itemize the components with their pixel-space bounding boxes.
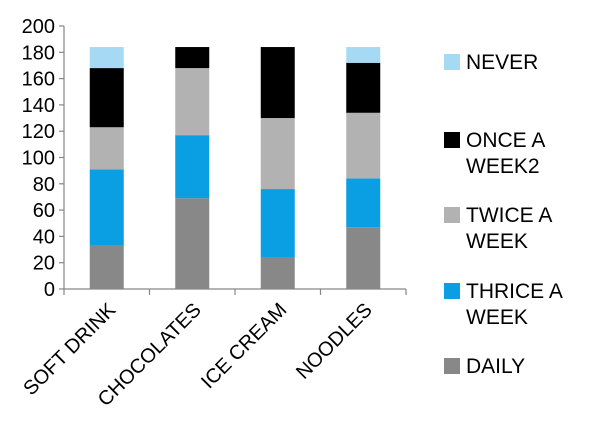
- bar-noodles-thrice-a-week: [346, 178, 381, 228]
- y-tick-label: 200: [22, 16, 55, 38]
- bar-chocolates-once-a-week2: [175, 47, 210, 69]
- x-tick-label-ice-cream: ICE CREAM: [197, 299, 291, 393]
- bar-noodles-twice-a-week: [346, 112, 381, 179]
- y-tick-label: 20: [33, 253, 55, 275]
- bar-noodles-once-a-week2: [346, 62, 381, 113]
- bars-layer: [89, 47, 381, 289]
- stacked-bar-chart: 0 20 40 60 80 100 120 140 160 180 200 SOFT DRINKCH…: [19, 16, 407, 411]
- legend-label-twice-a-week-line2: WEEK: [466, 230, 528, 253]
- y-tick-labels: 0 20 40 60 80 100 120 140 160 180 200: [22, 16, 55, 301]
- legend-label-never: NEVER: [466, 51, 539, 74]
- y-tick-label: 120: [22, 121, 55, 143]
- legend-label-daily: DAILY: [466, 355, 526, 378]
- y-tick-label: 180: [22, 42, 55, 64]
- legend-label-thrice-a-week-line2: WEEK: [466, 306, 528, 329]
- bar-soft-drink-never: [89, 47, 124, 69]
- bar-soft-drink-once-a-week2: [89, 68, 124, 128]
- y-tick-label: 80: [33, 174, 55, 196]
- y-tick-label: 160: [22, 69, 55, 91]
- bar-soft-drink-thrice-a-week: [89, 169, 124, 246]
- bar-chocolates-twice-a-week: [175, 68, 210, 136]
- y-tick-label: 60: [33, 200, 55, 222]
- bar-ice-cream-twice-a-week: [260, 118, 295, 190]
- y-tick-label: 0: [44, 279, 55, 301]
- x-tick-label-noodles: NOODLES: [292, 299, 377, 384]
- legend-swatch-daily: [444, 358, 460, 374]
- bar-soft-drink-twice-a-week: [89, 127, 124, 170]
- legend-label-once-a-week2-line1: ONCE A: [466, 129, 546, 152]
- bar-noodles-never: [346, 47, 381, 63]
- bar-chocolates-daily: [175, 198, 210, 289]
- legend-label-once-a-week2-line2: WEEK2: [466, 155, 540, 178]
- axes-layer: [59, 25, 407, 295]
- legend: NEVER ONCE A WEEK2 TWICE A WEEK THRICE A…: [440, 0, 590, 433]
- legend-swatch-thrice-a-week: [444, 283, 460, 299]
- y-tick-label: 100: [22, 148, 55, 170]
- bar-ice-cream-once-a-week2: [260, 47, 295, 119]
- legend-label-thrice-a-week-line1: THRICE A: [466, 280, 563, 303]
- bar-noodles-daily: [346, 227, 381, 289]
- legend-swatch-never: [444, 54, 460, 70]
- bar-ice-cream-daily: [260, 257, 295, 289]
- legend-swatch-twice-a-week: [444, 207, 460, 223]
- bar-chocolates-thrice-a-week: [175, 135, 210, 199]
- legend-swatch-once-a-week2: [444, 132, 460, 148]
- bar-ice-cream-thrice-a-week: [260, 189, 295, 258]
- bar-soft-drink-daily: [89, 245, 124, 289]
- y-tick-label: 140: [22, 95, 55, 117]
- legend-label-twice-a-week-line1: TWICE A: [466, 204, 553, 227]
- y-tick-label: 40: [33, 226, 55, 248]
